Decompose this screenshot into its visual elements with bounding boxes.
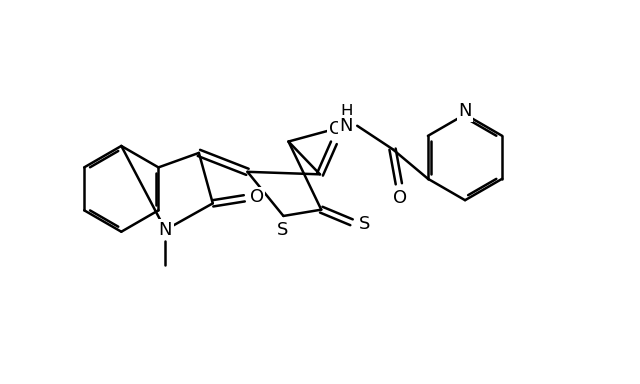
Text: N: N [458, 102, 472, 120]
Text: S: S [358, 215, 370, 233]
Text: O: O [393, 189, 407, 207]
Text: N: N [159, 221, 172, 239]
Text: O: O [250, 188, 264, 206]
Text: N: N [340, 117, 353, 135]
Text: S: S [276, 221, 288, 239]
Text: H: H [340, 103, 353, 121]
Text: O: O [329, 120, 343, 138]
